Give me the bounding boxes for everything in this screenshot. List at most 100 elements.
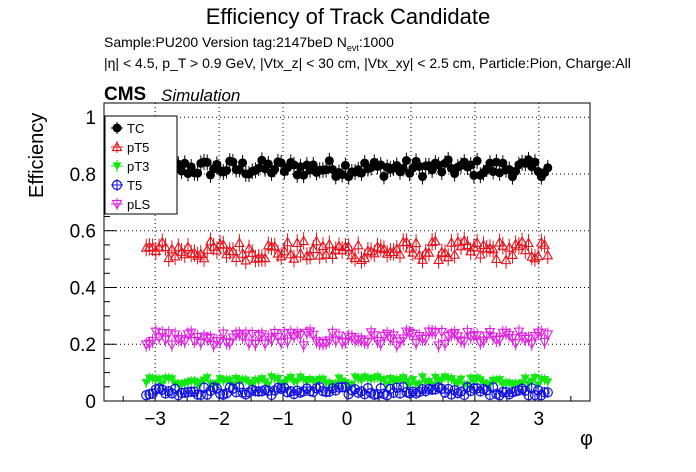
- point-pt5: [507, 249, 518, 259]
- point-pls: [217, 329, 229, 340]
- point-pt5: [439, 247, 451, 258]
- point-tc: [222, 166, 232, 176]
- point-pls: [291, 329, 303, 340]
- y-tick-label: 0.6: [70, 222, 96, 243]
- point-pt5: [433, 254, 444, 265]
- point-tc: [193, 168, 203, 178]
- point-pls: [362, 337, 374, 348]
- point-t5: [391, 382, 402, 393]
- point-pls: [404, 328, 416, 339]
- point-t5: [253, 386, 264, 397]
- point-pt5: [375, 242, 387, 253]
- point-t5: [382, 390, 393, 401]
- point-pt5: [156, 236, 168, 247]
- point-pt5: [227, 245, 239, 256]
- point-pt5: [356, 254, 367, 265]
- point-t5: [250, 386, 261, 397]
- point-pt5: [539, 239, 551, 249]
- point-pls: [407, 329, 419, 340]
- point-t5: [394, 388, 406, 399]
- point-pls: [156, 328, 168, 339]
- point-pls: [150, 327, 162, 338]
- point-pt5: [478, 239, 489, 250]
- point-pls: [516, 332, 528, 343]
- y-tick-label: 1: [85, 108, 96, 129]
- point-pls: [346, 333, 358, 343]
- point-t5: [192, 389, 203, 400]
- point-pls: [221, 338, 232, 349]
- point-pls: [381, 329, 393, 340]
- point-pls: [397, 334, 409, 345]
- point-pt3: [157, 380, 167, 389]
- point-t5: [372, 389, 383, 400]
- point-pls: [298, 341, 310, 351]
- point-pt5: [388, 246, 400, 257]
- point-pt3: [405, 381, 415, 390]
- point-pt5: [211, 244, 223, 255]
- point-pls: [507, 334, 518, 344]
- point-pt5: [237, 248, 249, 258]
- x-tick-label: 2: [470, 409, 481, 430]
- point-tc: [498, 158, 508, 168]
- legend-marker-pt3: [112, 162, 122, 171]
- point-t5: [173, 390, 184, 401]
- point-t5: [439, 387, 451, 398]
- point-pls: [208, 341, 220, 351]
- point-pt3: [286, 373, 296, 382]
- point-pt5: [519, 244, 531, 255]
- point-t5: [198, 382, 210, 393]
- point-pt3: [408, 376, 418, 385]
- point-t5: [427, 384, 438, 395]
- point-tc: [202, 157, 212, 167]
- point-t5: [539, 387, 550, 398]
- simulation-label: Simulation: [161, 86, 241, 105]
- point-t5: [288, 389, 300, 400]
- point-pls: [333, 331, 345, 342]
- point-pls: [266, 335, 277, 346]
- legend-label-t5: T5: [127, 178, 142, 193]
- point-pls: [240, 329, 252, 340]
- legend-marker-tc: [112, 123, 122, 133]
- point-pt5: [140, 242, 152, 252]
- point-t5: [234, 382, 245, 393]
- point-pls: [140, 340, 152, 351]
- point-pt5: [205, 235, 216, 246]
- point-pt5: [269, 240, 281, 251]
- point-pt5: [429, 235, 441, 246]
- subtitle-line-1-sub: evt: [346, 42, 359, 53]
- point-pt5: [327, 249, 338, 259]
- point-pt5: [259, 252, 271, 263]
- point-pt5: [381, 248, 393, 258]
- subtitle-line-2: |η| < 4.5, p_T > 0.9 GeV, |Vtx_z| < 30 c…: [104, 55, 631, 71]
- point-pls: [391, 341, 403, 352]
- point-t5: [285, 386, 296, 397]
- point-pt3: [414, 380, 424, 389]
- point-pt5: [426, 236, 438, 247]
- legend-marker-pt5: [111, 141, 123, 152]
- point-pls: [429, 328, 441, 339]
- point-pls: [420, 334, 432, 345]
- point-t5: [529, 390, 541, 401]
- point-pt5: [490, 253, 502, 263]
- point-pt3: [379, 376, 389, 385]
- point-pt5: [532, 250, 544, 261]
- point-tc: [530, 157, 540, 167]
- point-t5: [443, 383, 454, 395]
- point-tc: [427, 165, 437, 175]
- point-pt5: [262, 239, 274, 250]
- point-pls: [478, 336, 489, 347]
- point-tc: [543, 163, 553, 173]
- point-tc: [299, 170, 309, 180]
- point-tc: [263, 159, 273, 169]
- x-tick-label: 3: [534, 409, 545, 430]
- point-pt5: [401, 236, 412, 247]
- point-t5: [420, 386, 431, 397]
- point-t5: [475, 386, 486, 397]
- point-t5: [333, 382, 345, 393]
- point-pls: [368, 331, 380, 342]
- point-t5: [211, 383, 222, 394]
- point-pt5: [233, 237, 245, 248]
- point-pls: [542, 330, 554, 341]
- point-pt5: [445, 237, 457, 247]
- point-pt5: [471, 237, 483, 247]
